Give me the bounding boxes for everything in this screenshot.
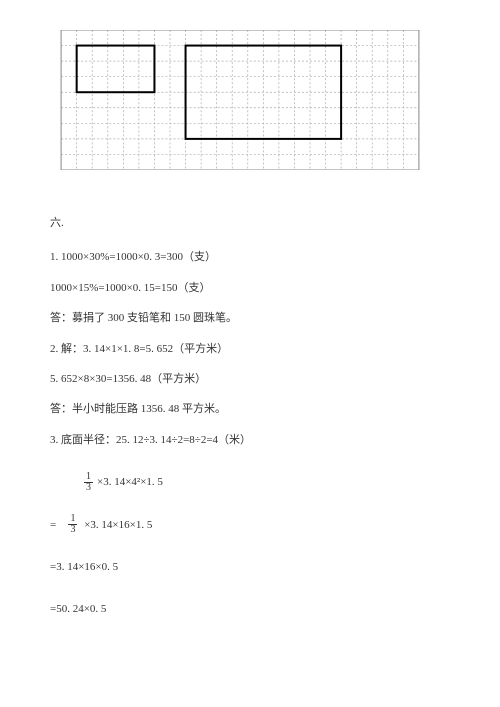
content-area: 六. 1. 1000×30%=1000×0. 3=300（支） 1000×15%… (50, 210, 450, 623)
problem-3-formula-3: =3. 14×16×0. 5 (50, 554, 450, 580)
problem-2-line-2: 5. 652×8×30=1356. 48（平方米） (50, 366, 450, 392)
fraction-one-third: 1 3 (68, 514, 77, 535)
problem-1-line-2: 1000×15%=1000×0. 15=150（支） (50, 275, 450, 301)
problem-3-line-1: 3. 底面半径：25. 12÷3. 14÷2=8÷2=4（米） (50, 427, 450, 453)
formula-text: ×3. 14×16×1. 5 (84, 519, 152, 531)
problem-2-answer: 答：半小时能压路 1356. 48 平方米。 (50, 396, 450, 422)
problem-1-line-1: 1. 1000×30%=1000×0. 3=300（支） (50, 244, 450, 270)
grid-diagram (50, 30, 430, 170)
problem-2-line-1: 2. 解：3. 14×1×1. 8=5. 652（平方米） (50, 336, 450, 362)
fraction-one-third: 1 3 (84, 472, 93, 493)
problem-3-formula-1: 1 3 ×3. 14×4²×1. 5 (50, 469, 450, 495)
formula-text: ×3. 14×4²×1. 5 (97, 476, 163, 488)
equals-sign: = (50, 519, 56, 531)
problem-3-formula-2: = 1 3 ×3. 14×16×1. 5 (50, 512, 450, 538)
fraction-denominator: 3 (84, 483, 93, 493)
problem-1-answer: 答：募捐了 300 支铅笔和 150 圆珠笔。 (50, 305, 450, 331)
grid-svg (50, 30, 430, 170)
problem-3-formula-4: =50. 24×0. 5 (50, 596, 450, 622)
section-title: 六. (50, 210, 450, 236)
fraction-denominator: 3 (68, 525, 77, 535)
